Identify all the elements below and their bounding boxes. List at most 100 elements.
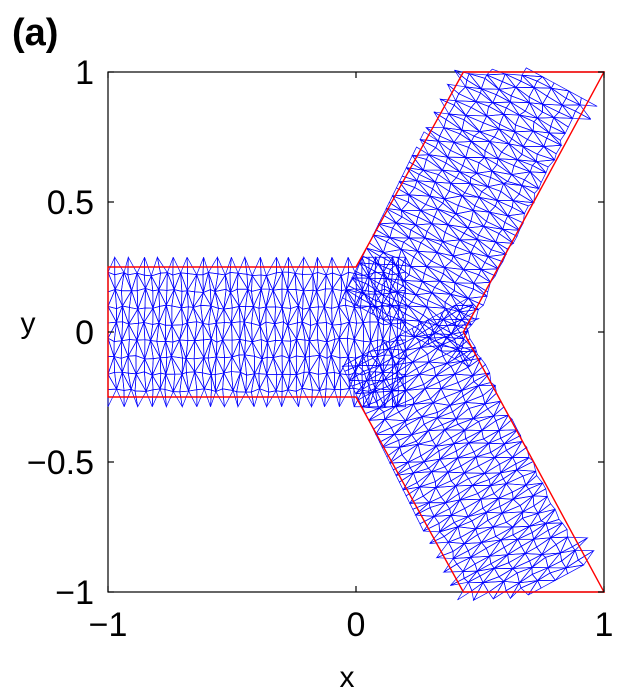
mesh-element <box>156 340 167 360</box>
mesh-element <box>466 72 482 90</box>
mesh-element <box>229 257 239 274</box>
mesh-element <box>171 305 183 327</box>
mesh-element <box>152 289 160 309</box>
mesh-element <box>266 356 274 375</box>
mesh-element <box>402 237 419 252</box>
mesh-element <box>475 452 496 458</box>
mesh-element <box>113 340 123 357</box>
mesh-element <box>281 355 290 375</box>
mesh-element <box>464 86 482 103</box>
mesh-element <box>561 550 576 569</box>
mesh-element <box>520 579 539 596</box>
mesh-element <box>185 340 196 359</box>
mesh-element <box>431 429 445 447</box>
mesh-element <box>421 411 438 419</box>
mesh-element <box>251 274 262 291</box>
mesh-element <box>107 388 118 407</box>
mesh-element <box>433 508 452 517</box>
mesh-element <box>418 440 437 447</box>
mesh-element <box>547 552 563 569</box>
mesh-element <box>107 305 117 324</box>
mesh-element <box>439 443 457 460</box>
mesh-element <box>505 73 523 82</box>
mesh-element <box>521 145 537 162</box>
mesh-element <box>194 321 204 341</box>
mesh-element <box>528 579 542 596</box>
mesh-element <box>408 154 424 171</box>
mesh-element <box>302 290 311 310</box>
mesh-element <box>462 354 482 362</box>
mesh-element <box>260 288 270 308</box>
mesh-element <box>517 532 535 540</box>
mesh-element <box>436 244 455 257</box>
mesh-element <box>525 470 538 486</box>
mesh-element <box>501 498 521 514</box>
mesh-element <box>472 403 489 419</box>
mesh-element <box>481 415 497 431</box>
mesh-element <box>517 525 533 540</box>
mesh-element <box>450 472 465 487</box>
mesh-element <box>230 321 241 340</box>
mesh-element <box>368 411 386 421</box>
mesh-element <box>143 321 154 341</box>
mesh-element <box>120 355 129 373</box>
mesh-element <box>287 257 296 274</box>
mesh-element <box>131 290 139 310</box>
mesh-element <box>468 403 486 420</box>
mesh-element <box>407 305 428 316</box>
mesh-element <box>515 460 537 472</box>
mesh-element <box>467 498 484 517</box>
mesh-element <box>143 307 154 323</box>
mesh-element <box>493 553 510 569</box>
mesh-element <box>431 458 446 473</box>
mesh-element <box>395 216 417 226</box>
mesh-element <box>435 541 454 559</box>
mesh-element <box>456 520 477 530</box>
mesh-element <box>107 288 116 307</box>
mesh-element <box>532 130 548 148</box>
mesh-element <box>239 321 245 340</box>
mesh-element <box>331 305 340 326</box>
mesh-element <box>524 475 544 486</box>
mesh-element <box>504 73 522 88</box>
mesh-element <box>498 491 514 500</box>
mesh-element <box>308 354 321 374</box>
mesh-element <box>214 273 226 292</box>
mesh-element <box>396 285 417 296</box>
mesh-element <box>498 418 518 431</box>
mesh-element <box>354 262 371 280</box>
mesh-element <box>223 356 233 374</box>
mesh-element <box>382 207 397 224</box>
mesh-element <box>121 305 130 325</box>
mesh-element <box>571 537 588 551</box>
mesh-element <box>445 156 460 173</box>
mesh-element <box>468 140 485 158</box>
mesh-element <box>399 318 413 337</box>
mesh-element <box>473 131 491 142</box>
mesh-element <box>444 457 459 473</box>
mesh-element <box>410 224 426 239</box>
mesh-element <box>196 257 204 276</box>
mesh-element <box>407 193 421 211</box>
mesh-element <box>408 187 431 197</box>
mesh-element <box>468 442 491 453</box>
mesh-element <box>500 526 514 541</box>
mesh-element <box>401 443 419 463</box>
mesh-element <box>463 269 482 276</box>
mesh-element <box>276 257 283 274</box>
mesh-element <box>210 291 219 309</box>
mesh-element <box>484 140 499 160</box>
mesh-element <box>107 356 115 375</box>
mesh-element <box>426 266 445 275</box>
mesh-element <box>210 289 216 307</box>
mesh-element <box>186 306 194 323</box>
mesh-element <box>533 496 548 515</box>
mesh-element <box>449 182 471 194</box>
mesh-element <box>453 360 469 375</box>
mesh-element <box>288 338 298 359</box>
mesh-element <box>470 252 489 264</box>
mesh-element <box>434 181 450 200</box>
mesh-element <box>185 358 196 374</box>
mesh-element <box>478 382 497 387</box>
